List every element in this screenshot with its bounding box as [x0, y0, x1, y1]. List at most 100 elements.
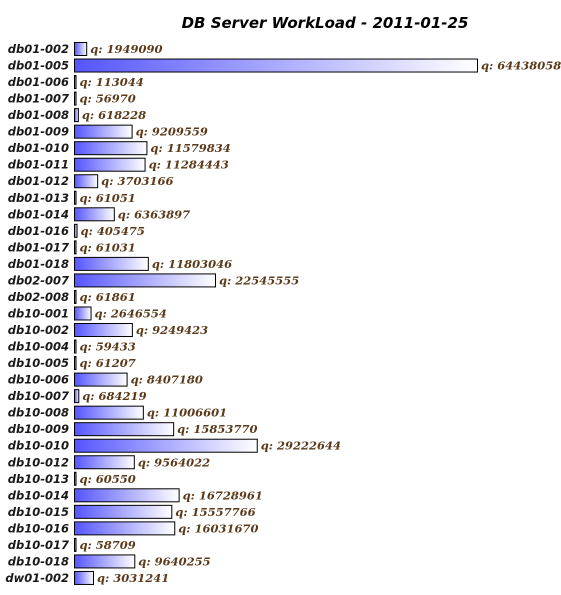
bar [74, 554, 136, 569]
category-label: db10-010 [8, 439, 69, 453]
bar [74, 190, 77, 205]
bar [74, 488, 180, 503]
value-label: q: 60550 [80, 472, 136, 486]
bar [74, 157, 146, 172]
bar [74, 75, 77, 90]
category-label: db10-001 [8, 306, 69, 320]
category-label: db01-007 [8, 92, 69, 106]
value-label: q: 15557766 [175, 505, 255, 519]
value-label: q: 618228 [82, 108, 146, 122]
bar [74, 521, 176, 536]
value-label: q: 9209559 [136, 125, 208, 139]
category-label: db01-002 [8, 42, 69, 56]
bar [74, 372, 128, 387]
bar [74, 141, 148, 156]
category-label: db10-018 [8, 554, 69, 568]
bar [74, 504, 173, 519]
value-label: q: 405475 [81, 224, 145, 238]
category-label: db10-014 [8, 488, 69, 502]
value-label: q: 9564022 [138, 455, 210, 469]
value-label: q: 22545555 [219, 273, 299, 287]
category-label: db10-002 [8, 323, 69, 337]
bar [74, 306, 92, 321]
value-label: q: 8407180 [131, 373, 203, 387]
bar [74, 389, 80, 404]
value-label: q: 113044 [80, 75, 144, 89]
category-label: db01-014 [8, 207, 69, 221]
category-label: db10-006 [8, 373, 69, 387]
value-label: q: 16031670 [178, 521, 258, 535]
category-label: db10-017 [8, 538, 69, 552]
bar [74, 256, 149, 271]
value-label: q: 61861 [80, 290, 136, 304]
category-label: db01-012 [8, 174, 69, 188]
category-label: db10-016 [8, 521, 69, 535]
value-label: q: 11579834 [150, 141, 230, 155]
value-label: q: 11006601 [147, 406, 227, 420]
value-label: q: 29222644 [261, 439, 341, 453]
bar [74, 108, 79, 123]
value-label: q: 1949090 [90, 42, 162, 56]
category-label: db01-016 [8, 224, 69, 238]
value-label: q: 61051 [80, 191, 136, 205]
value-label: q: 61207 [80, 356, 136, 370]
category-label: db10-007 [8, 389, 69, 403]
chart-rows: db01-002 q: 1949090 db01-005 q: 64438058 db0… [5, 42, 561, 585]
bar [74, 289, 77, 304]
bar [74, 438, 258, 453]
bar [74, 405, 144, 420]
bar [74, 537, 77, 552]
value-label: q: 3703166 [101, 174, 173, 188]
value-label: q: 16728961 [183, 488, 263, 502]
category-label: dw01-002 [5, 571, 69, 585]
category-label: db01-011 [8, 158, 69, 172]
value-label: q: 64438058 [481, 59, 561, 73]
category-label: db02-008 [8, 290, 69, 304]
bar [74, 58, 478, 73]
category-label: db01-008 [8, 108, 69, 122]
category-label: db01-013 [8, 191, 69, 205]
bar [74, 174, 99, 189]
category-label: db10-015 [8, 505, 69, 519]
category-label: db01-018 [8, 257, 69, 271]
bar [74, 223, 78, 238]
bar [74, 42, 88, 56]
chart-title: DB Server WorkLoad - 2011-01-25 [182, 14, 469, 32]
category-label: db10-013 [8, 472, 69, 486]
value-label: q: 56970 [80, 92, 136, 106]
category-label: db01-017 [8, 240, 69, 254]
category-label: db10-008 [8, 406, 69, 420]
category-label: db10-004 [8, 340, 69, 354]
bar [74, 570, 94, 585]
bar [74, 240, 77, 255]
category-label: db02-007 [8, 273, 69, 287]
bar [74, 339, 77, 354]
value-label: q: 59433 [80, 340, 136, 354]
bar [74, 455, 135, 470]
category-label: db01-006 [8, 75, 69, 89]
value-label: q: 61031 [80, 240, 136, 254]
category-label: db01-010 [8, 141, 69, 155]
value-label: q: 11803046 [152, 257, 232, 271]
bar [74, 471, 77, 486]
value-label: q: 684219 [82, 389, 146, 403]
bar [74, 124, 133, 139]
value-label: q: 15853770 [177, 422, 257, 436]
bar [74, 273, 217, 288]
value-label: q: 11284443 [149, 158, 229, 172]
category-label: db10-009 [8, 422, 69, 436]
category-label: db10-012 [8, 455, 69, 469]
bar [74, 323, 133, 338]
value-label: q: 2646554 [95, 306, 167, 320]
value-label: q: 58709 [80, 538, 136, 552]
bar [74, 207, 115, 222]
value-label: q: 3031241 [97, 571, 169, 585]
bar [74, 91, 77, 106]
category-label: db01-005 [8, 59, 69, 73]
value-label: q: 9249423 [136, 323, 208, 337]
bar [74, 422, 175, 437]
category-label: db10-005 [8, 356, 69, 370]
category-label: db01-009 [8, 125, 69, 139]
value-label: q: 9640255 [138, 554, 210, 568]
